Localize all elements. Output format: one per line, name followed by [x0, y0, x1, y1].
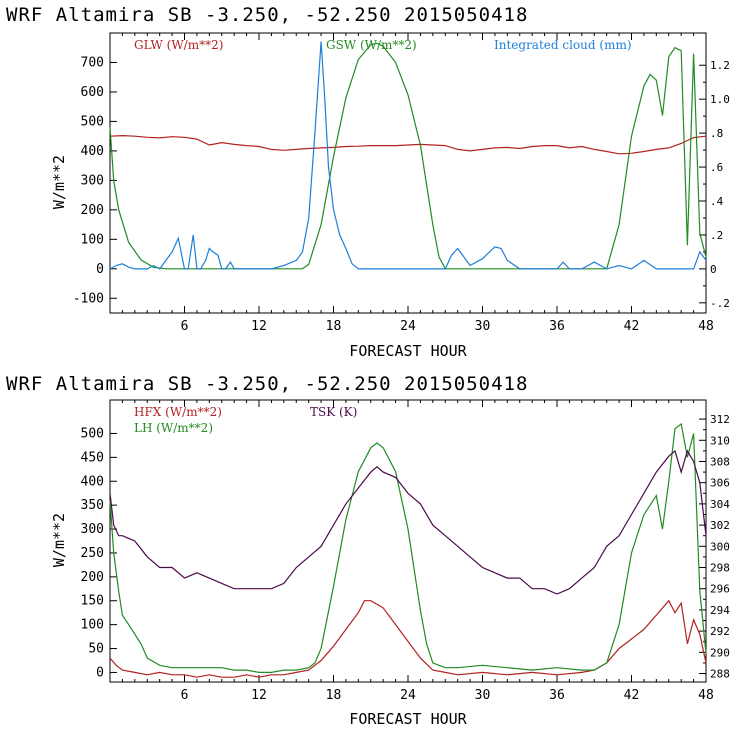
series-line-tsk — [109, 449, 707, 595]
y-tick-label: 300 — [81, 522, 104, 537]
legend-tsk: TSK (K) — [310, 405, 357, 419]
y-tick-label: 0 — [96, 665, 104, 680]
y2-tick-label: 1.2 — [710, 59, 730, 72]
y2-tick-label: 290 — [710, 646, 730, 659]
x-tick-label: 36 — [549, 319, 565, 334]
y2-tick-label: 294 — [710, 604, 730, 617]
y-tick-label: -100 — [73, 291, 104, 306]
y2-tick-label: 298 — [710, 562, 730, 575]
y2-tick-label: 306 — [710, 477, 730, 490]
y2-tick-label: .6 — [710, 161, 723, 174]
legend-gsw: GSW (W/m**2) — [326, 38, 417, 52]
y2-tick-label: .2 — [710, 229, 723, 242]
x-tick-label: 6 — [181, 319, 189, 334]
x-tick-label: 12 — [251, 688, 267, 703]
y-tick-label: 600 — [81, 85, 104, 100]
legend-glw: GLW (W/m**2) — [134, 38, 223, 52]
y-tick-label: 400 — [81, 474, 104, 489]
y-tick-label: 300 — [81, 173, 104, 188]
y-tick-label: 100 — [81, 618, 104, 633]
chart-2-y-axis-label: W/m**2 — [50, 513, 68, 567]
y2-tick-label: -.2 — [710, 297, 730, 310]
chart-2-plot-frame — [109, 399, 707, 683]
x-tick-label: 30 — [475, 688, 491, 703]
x-tick-label: 24 — [400, 319, 416, 334]
y2-tick-label: 288 — [710, 668, 730, 681]
y-tick-label: 150 — [81, 594, 104, 609]
y2-tick-label: 302 — [710, 519, 730, 532]
y2-tick-label: .4 — [710, 195, 724, 208]
y-tick-label: 100 — [81, 232, 104, 247]
series-line-gsw — [109, 42, 707, 270]
y-tick-label: 250 — [81, 546, 104, 561]
legend-integrated: Integrated cloud (mm) — [494, 38, 632, 52]
y-tick-label: 50 — [88, 642, 104, 657]
legend-hfx: HFX (W/m**2) — [134, 405, 222, 419]
series-line-hfx — [109, 599, 707, 678]
y2-tick-label: 308 — [710, 455, 730, 468]
y-tick-label: 500 — [81, 114, 104, 129]
y-tick-label: 450 — [81, 450, 104, 465]
y2-tick-label: 1.0 — [710, 93, 730, 106]
legend-lh: LH (W/m**2) — [134, 421, 213, 435]
y2-tick-label: 304 — [710, 498, 730, 511]
x-tick-label: 42 — [624, 688, 640, 703]
x-tick-label: 12 — [251, 319, 267, 334]
y2-tick-label: 310 — [710, 434, 730, 447]
y-tick-label: 0 — [96, 262, 104, 277]
y2-tick-label: 296 — [710, 583, 730, 596]
chart-1-y-axis-label: W/m**2 — [50, 155, 68, 209]
y2-tick-label: 312 — [710, 413, 730, 426]
x-tick-label: 48 — [698, 688, 714, 703]
x-tick-label: 18 — [326, 688, 342, 703]
x-tick-label: 24 — [400, 688, 416, 703]
y2-tick-label: 292 — [710, 625, 730, 638]
chart-1-plot-frame — [109, 32, 707, 314]
chart-1-title: WRF Altamira SB -3.250, -52.250 20150504… — [6, 4, 528, 26]
y2-tick-label: .8 — [710, 127, 723, 140]
x-tick-label: 48 — [698, 319, 714, 334]
y-tick-label: 200 — [81, 203, 104, 218]
x-tick-label: 18 — [326, 319, 342, 334]
x-tick-label: 6 — [181, 688, 189, 703]
y2-tick-label: 300 — [710, 540, 730, 553]
x-tick-label: 36 — [549, 688, 565, 703]
series-line-glw — [109, 134, 707, 155]
y2-tick-label: 0 — [710, 263, 717, 276]
series-line-lh — [109, 422, 707, 673]
y-tick-label: 500 — [81, 426, 104, 441]
chart-2-title: WRF Altamira SB -3.250, -52.250 20150504… — [6, 373, 528, 395]
y-tick-label: 700 — [81, 55, 104, 70]
series-line-integrated — [109, 41, 707, 270]
y-tick-label: 350 — [81, 498, 104, 513]
x-tick-label: 42 — [624, 319, 640, 334]
chart-2-x-axis-label: FORECAST HOUR — [349, 710, 467, 728]
x-tick-label: 30 — [475, 319, 491, 334]
y-tick-label: 200 — [81, 570, 104, 585]
chart-1-x-axis-label: FORECAST HOUR — [349, 342, 467, 360]
y-tick-label: 400 — [81, 144, 104, 159]
